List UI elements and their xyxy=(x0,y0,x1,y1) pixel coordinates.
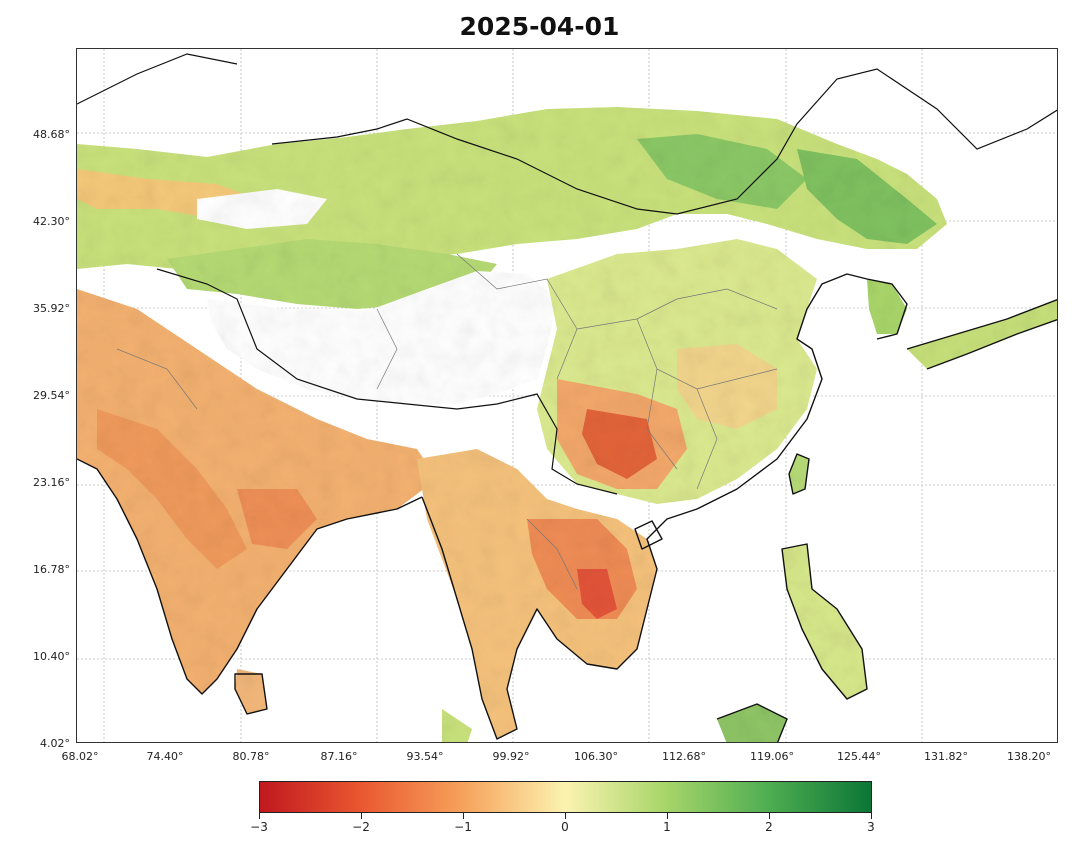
colorbar-tick-label: 3 xyxy=(867,820,875,834)
lon-label: 87.16° xyxy=(320,750,358,763)
coastlines xyxy=(77,273,1057,742)
colorbar-tick-label: −3 xyxy=(250,820,268,834)
lon-label: 68.02° xyxy=(61,750,99,763)
colorbar-tick xyxy=(259,813,260,819)
colorbar-tick xyxy=(565,813,566,819)
colorbar-tick-label: −1 xyxy=(454,820,472,834)
anomaly-field xyxy=(77,107,1057,742)
colorbar-tick xyxy=(667,813,668,819)
colorbar-tick xyxy=(463,813,464,819)
lon-label: 74.40° xyxy=(146,750,184,763)
colorbar-tick xyxy=(871,813,872,819)
lat-label: 29.54° xyxy=(33,389,70,402)
province-borders xyxy=(116,253,778,590)
lon-label: 99.92° xyxy=(492,750,530,763)
lon-label: 131.82° xyxy=(924,750,968,763)
lon-label: 106.30° xyxy=(574,750,618,763)
colorbar-tick-label: 2 xyxy=(765,820,773,834)
lat-label: 10.40° xyxy=(33,650,70,663)
lat-label: 16.78° xyxy=(33,563,70,576)
colorbar-tick-label: 0 xyxy=(561,820,569,834)
colorbar-tick xyxy=(361,813,362,819)
map-panel[interactable] xyxy=(76,48,1058,743)
lon-label: 138.20° xyxy=(1007,750,1051,763)
lat-label: 48.68° xyxy=(33,128,70,141)
map-canvas xyxy=(77,49,1057,742)
national-borders xyxy=(77,53,1057,495)
lon-label: 112.68° xyxy=(662,750,706,763)
lat-label: 42.30° xyxy=(33,215,70,228)
lon-label: 125.44° xyxy=(837,750,881,763)
colorbar-tick xyxy=(769,813,770,819)
colorbar-tick-label: −2 xyxy=(352,820,370,834)
colorbar xyxy=(259,781,872,813)
lon-label: 119.06° xyxy=(750,750,794,763)
lat-label: 23.16° xyxy=(33,476,70,489)
lon-label: 80.78° xyxy=(232,750,270,763)
colorbar-tick-label: 1 xyxy=(663,820,671,834)
lat-label: 4.02° xyxy=(40,737,70,750)
map-title: 2025-04-01 xyxy=(459,12,620,41)
lon-label: 93.54° xyxy=(406,750,444,763)
lat-label: 35.92° xyxy=(33,302,70,315)
